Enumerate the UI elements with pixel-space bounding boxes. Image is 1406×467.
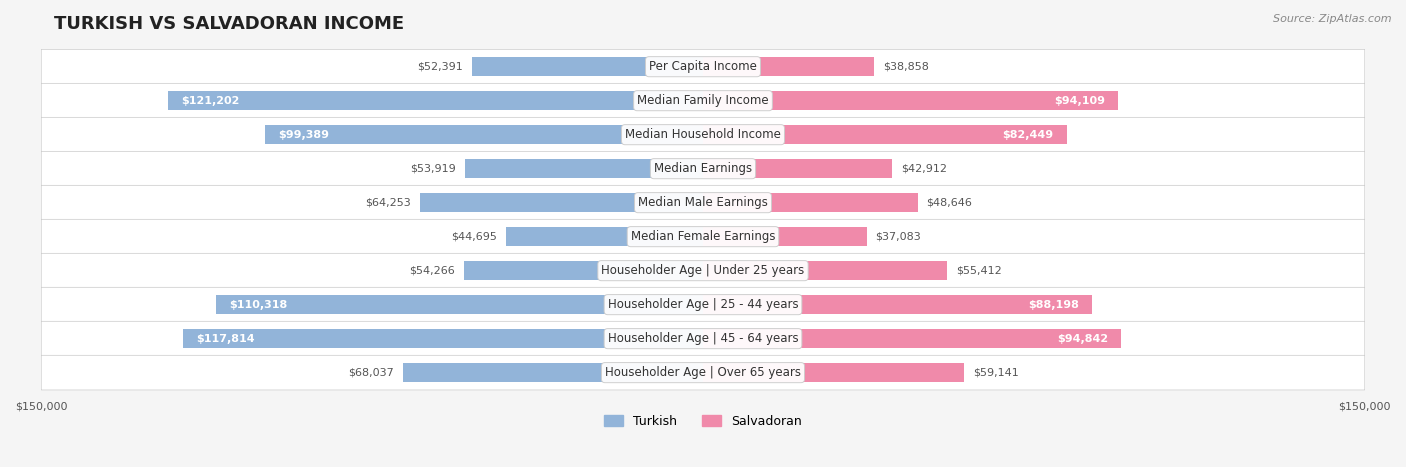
FancyBboxPatch shape	[41, 219, 1365, 254]
Bar	[472, 57, 703, 76]
Text: $55,412: $55,412	[956, 266, 1002, 276]
Bar	[465, 159, 703, 178]
Text: Median Earnings: Median Earnings	[654, 162, 752, 175]
Bar	[703, 262, 948, 280]
Legend: Turkish, Salvadoran: Turkish, Salvadoran	[599, 410, 807, 432]
Text: $37,083: $37,083	[876, 232, 921, 241]
FancyBboxPatch shape	[41, 253, 1365, 288]
Text: Median Family Income: Median Family Income	[637, 94, 769, 107]
Bar	[169, 92, 703, 110]
Bar	[703, 92, 1118, 110]
Text: $42,912: $42,912	[901, 163, 948, 174]
Bar	[183, 329, 703, 348]
Text: Householder Age | Over 65 years: Householder Age | Over 65 years	[605, 366, 801, 379]
FancyBboxPatch shape	[41, 321, 1365, 356]
Text: $94,109: $94,109	[1054, 96, 1105, 106]
FancyBboxPatch shape	[41, 151, 1365, 186]
Text: $110,318: $110,318	[229, 300, 288, 310]
Bar	[217, 295, 703, 314]
Bar	[703, 57, 875, 76]
Text: $64,253: $64,253	[366, 198, 411, 208]
Text: Householder Age | 45 - 64 years: Householder Age | 45 - 64 years	[607, 332, 799, 345]
Bar	[264, 125, 703, 144]
FancyBboxPatch shape	[41, 83, 1365, 118]
Text: Householder Age | Under 25 years: Householder Age | Under 25 years	[602, 264, 804, 277]
Text: $38,858: $38,858	[883, 62, 929, 71]
Bar	[703, 227, 866, 246]
Text: $59,141: $59,141	[973, 368, 1018, 378]
Text: $94,842: $94,842	[1057, 333, 1108, 344]
Text: $82,449: $82,449	[1002, 130, 1053, 140]
Bar	[506, 227, 703, 246]
Bar	[464, 262, 703, 280]
Bar	[419, 193, 703, 212]
Bar	[703, 125, 1067, 144]
FancyBboxPatch shape	[41, 50, 1365, 84]
Text: Median Male Earnings: Median Male Earnings	[638, 196, 768, 209]
Text: $88,198: $88,198	[1028, 300, 1078, 310]
Text: TURKISH VS SALVADORAN INCOME: TURKISH VS SALVADORAN INCOME	[55, 15, 405, 33]
Text: $117,814: $117,814	[197, 333, 254, 344]
Text: Per Capita Income: Per Capita Income	[650, 60, 756, 73]
Text: Householder Age | 25 - 44 years: Householder Age | 25 - 44 years	[607, 298, 799, 311]
Text: Median Female Earnings: Median Female Earnings	[631, 230, 775, 243]
FancyBboxPatch shape	[41, 355, 1365, 390]
FancyBboxPatch shape	[41, 117, 1365, 152]
Bar	[703, 193, 918, 212]
Bar	[703, 363, 965, 382]
Text: $53,919: $53,919	[411, 163, 457, 174]
Bar	[404, 363, 703, 382]
Text: $99,389: $99,389	[278, 130, 329, 140]
Bar	[703, 295, 1092, 314]
Bar	[703, 159, 893, 178]
FancyBboxPatch shape	[41, 185, 1365, 220]
Text: Source: ZipAtlas.com: Source: ZipAtlas.com	[1274, 14, 1392, 24]
Bar	[703, 329, 1122, 348]
Text: Median Household Income: Median Household Income	[626, 128, 780, 141]
Text: $44,695: $44,695	[451, 232, 496, 241]
Text: $121,202: $121,202	[181, 96, 240, 106]
Text: $54,266: $54,266	[409, 266, 454, 276]
Text: $52,391: $52,391	[418, 62, 463, 71]
FancyBboxPatch shape	[41, 287, 1365, 322]
Text: $48,646: $48,646	[927, 198, 973, 208]
Text: $68,037: $68,037	[349, 368, 394, 378]
